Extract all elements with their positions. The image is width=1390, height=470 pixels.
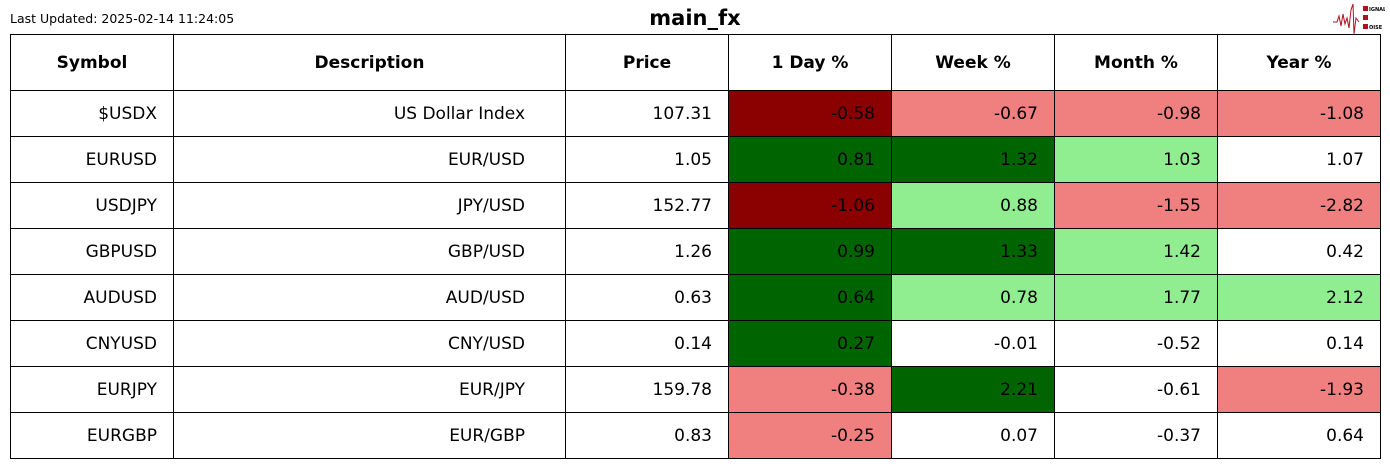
- description-cell: EUR/GBP: [173, 412, 566, 459]
- column-header: Month %: [1054, 34, 1218, 91]
- price-cell: 159.78: [565, 366, 729, 413]
- table-row: USDJPY JPY/USD 152.77 -1.06 0.88 -1.55 -2.82: [10, 182, 1381, 229]
- description-cell: CNY/USD: [173, 320, 566, 367]
- description-cell: EUR/USD: [173, 136, 566, 183]
- description-cell: AUD/USD: [173, 274, 566, 321]
- column-header: Year %: [1217, 34, 1381, 91]
- symbol-cell: CNYUSD: [10, 320, 174, 367]
- table-row: EURUSD EUR/USD 1.05 0.81 1.32 1.03 1.07: [10, 136, 1381, 183]
- symbol-cell: EURJPY: [10, 366, 174, 413]
- price-cell: 0.63: [565, 274, 729, 321]
- year-change-cell: -1.93: [1217, 366, 1381, 413]
- header-row: Symbol Description Price 1 Day % Week % Month…: [10, 34, 1381, 91]
- symbol-cell: AUDUSD: [10, 274, 174, 321]
- symbol-cell: EURUSD: [10, 136, 174, 183]
- table-row: GBPUSD GBP/USD 1.26 0.99 1.33 1.42 0.42: [10, 228, 1381, 275]
- price-cell: 1.26: [565, 228, 729, 275]
- day-change-cell: 0.81: [728, 136, 892, 183]
- month-change-cell: 1.77: [1054, 274, 1218, 321]
- week-change-cell: -0.67: [891, 90, 1055, 137]
- month-change-cell: -1.55: [1054, 182, 1218, 229]
- month-change-cell: -0.98: [1054, 90, 1218, 137]
- week-change-cell: 0.07: [891, 412, 1055, 459]
- day-change-cell: 0.99: [728, 228, 892, 275]
- price-cell: 107.31: [565, 90, 729, 137]
- week-change-cell: 1.33: [891, 228, 1055, 275]
- week-change-cell: 1.32: [891, 136, 1055, 183]
- month-change-cell: 1.42: [1054, 228, 1218, 275]
- description-cell: GBP/USD: [173, 228, 566, 275]
- column-header: Week %: [891, 34, 1055, 91]
- symbol-cell: USDJPY: [10, 182, 174, 229]
- day-change-cell: 0.64: [728, 274, 892, 321]
- month-change-cell: -0.61: [1054, 366, 1218, 413]
- week-change-cell: 0.88: [891, 182, 1055, 229]
- price-cell: 152.77: [565, 182, 729, 229]
- fx-table: Symbol Description Price 1 Day % Week % Month…: [10, 34, 1381, 459]
- signal-2-noise-logo: IGNAL OISE: [1333, 3, 1385, 35]
- year-change-cell: 0.42: [1217, 228, 1381, 275]
- column-header: Price: [565, 34, 729, 91]
- week-change-cell: -0.01: [891, 320, 1055, 367]
- symbol-cell: EURGBP: [10, 412, 174, 459]
- description-cell: JPY/USD: [173, 182, 566, 229]
- day-change-cell: -0.25: [728, 412, 892, 459]
- page-title: main_fx: [649, 6, 741, 30]
- year-change-cell: -1.08: [1217, 90, 1381, 137]
- day-change-cell: -1.06: [728, 182, 892, 229]
- day-change-cell: 0.27: [728, 320, 892, 367]
- month-change-cell: -0.52: [1054, 320, 1218, 367]
- month-change-cell: -0.37: [1054, 412, 1218, 459]
- week-change-cell: 0.78: [891, 274, 1055, 321]
- table-row: $USDX US Dollar Index 107.31 -0.58 -0.67 -0.9…: [10, 90, 1381, 137]
- description-cell: EUR/JPY: [173, 366, 566, 413]
- day-change-cell: -0.58: [728, 90, 892, 137]
- month-change-cell: 1.03: [1054, 136, 1218, 183]
- svg-text:IGNAL: IGNAL: [1369, 7, 1385, 13]
- price-cell: 1.05: [565, 136, 729, 183]
- column-header: Symbol: [10, 34, 174, 91]
- table-row: AUDUSD AUD/USD 0.63 0.64 0.78 1.77 2.12: [10, 274, 1381, 321]
- year-change-cell: 0.14: [1217, 320, 1381, 367]
- svg-text:OISE: OISE: [1369, 25, 1383, 31]
- last-updated: Last Updated: 2025-02-14 11:24:05: [10, 11, 235, 26]
- description-cell: US Dollar Index: [173, 90, 566, 137]
- table-row: EURGBP EUR/GBP 0.83 -0.25 0.07 -0.37 0.64: [10, 412, 1381, 459]
- column-header: Description: [173, 34, 566, 91]
- year-change-cell: 1.07: [1217, 136, 1381, 183]
- year-change-cell: -2.82: [1217, 182, 1381, 229]
- table-row: EURJPY EUR/JPY 159.78 -0.38 2.21 -0.61 -1.93: [10, 366, 1381, 413]
- day-change-cell: -0.38: [728, 366, 892, 413]
- symbol-cell: $USDX: [10, 90, 174, 137]
- year-change-cell: 2.12: [1217, 274, 1381, 321]
- table-row: CNYUSD CNY/USD 0.14 0.27 -0.01 -0.52 0.14: [10, 320, 1381, 367]
- column-header: 1 Day %: [728, 34, 892, 91]
- price-cell: 0.83: [565, 412, 729, 459]
- symbol-cell: GBPUSD: [10, 228, 174, 275]
- week-change-cell: 2.21: [891, 366, 1055, 413]
- year-change-cell: 0.64: [1217, 412, 1381, 459]
- price-cell: 0.14: [565, 320, 729, 367]
